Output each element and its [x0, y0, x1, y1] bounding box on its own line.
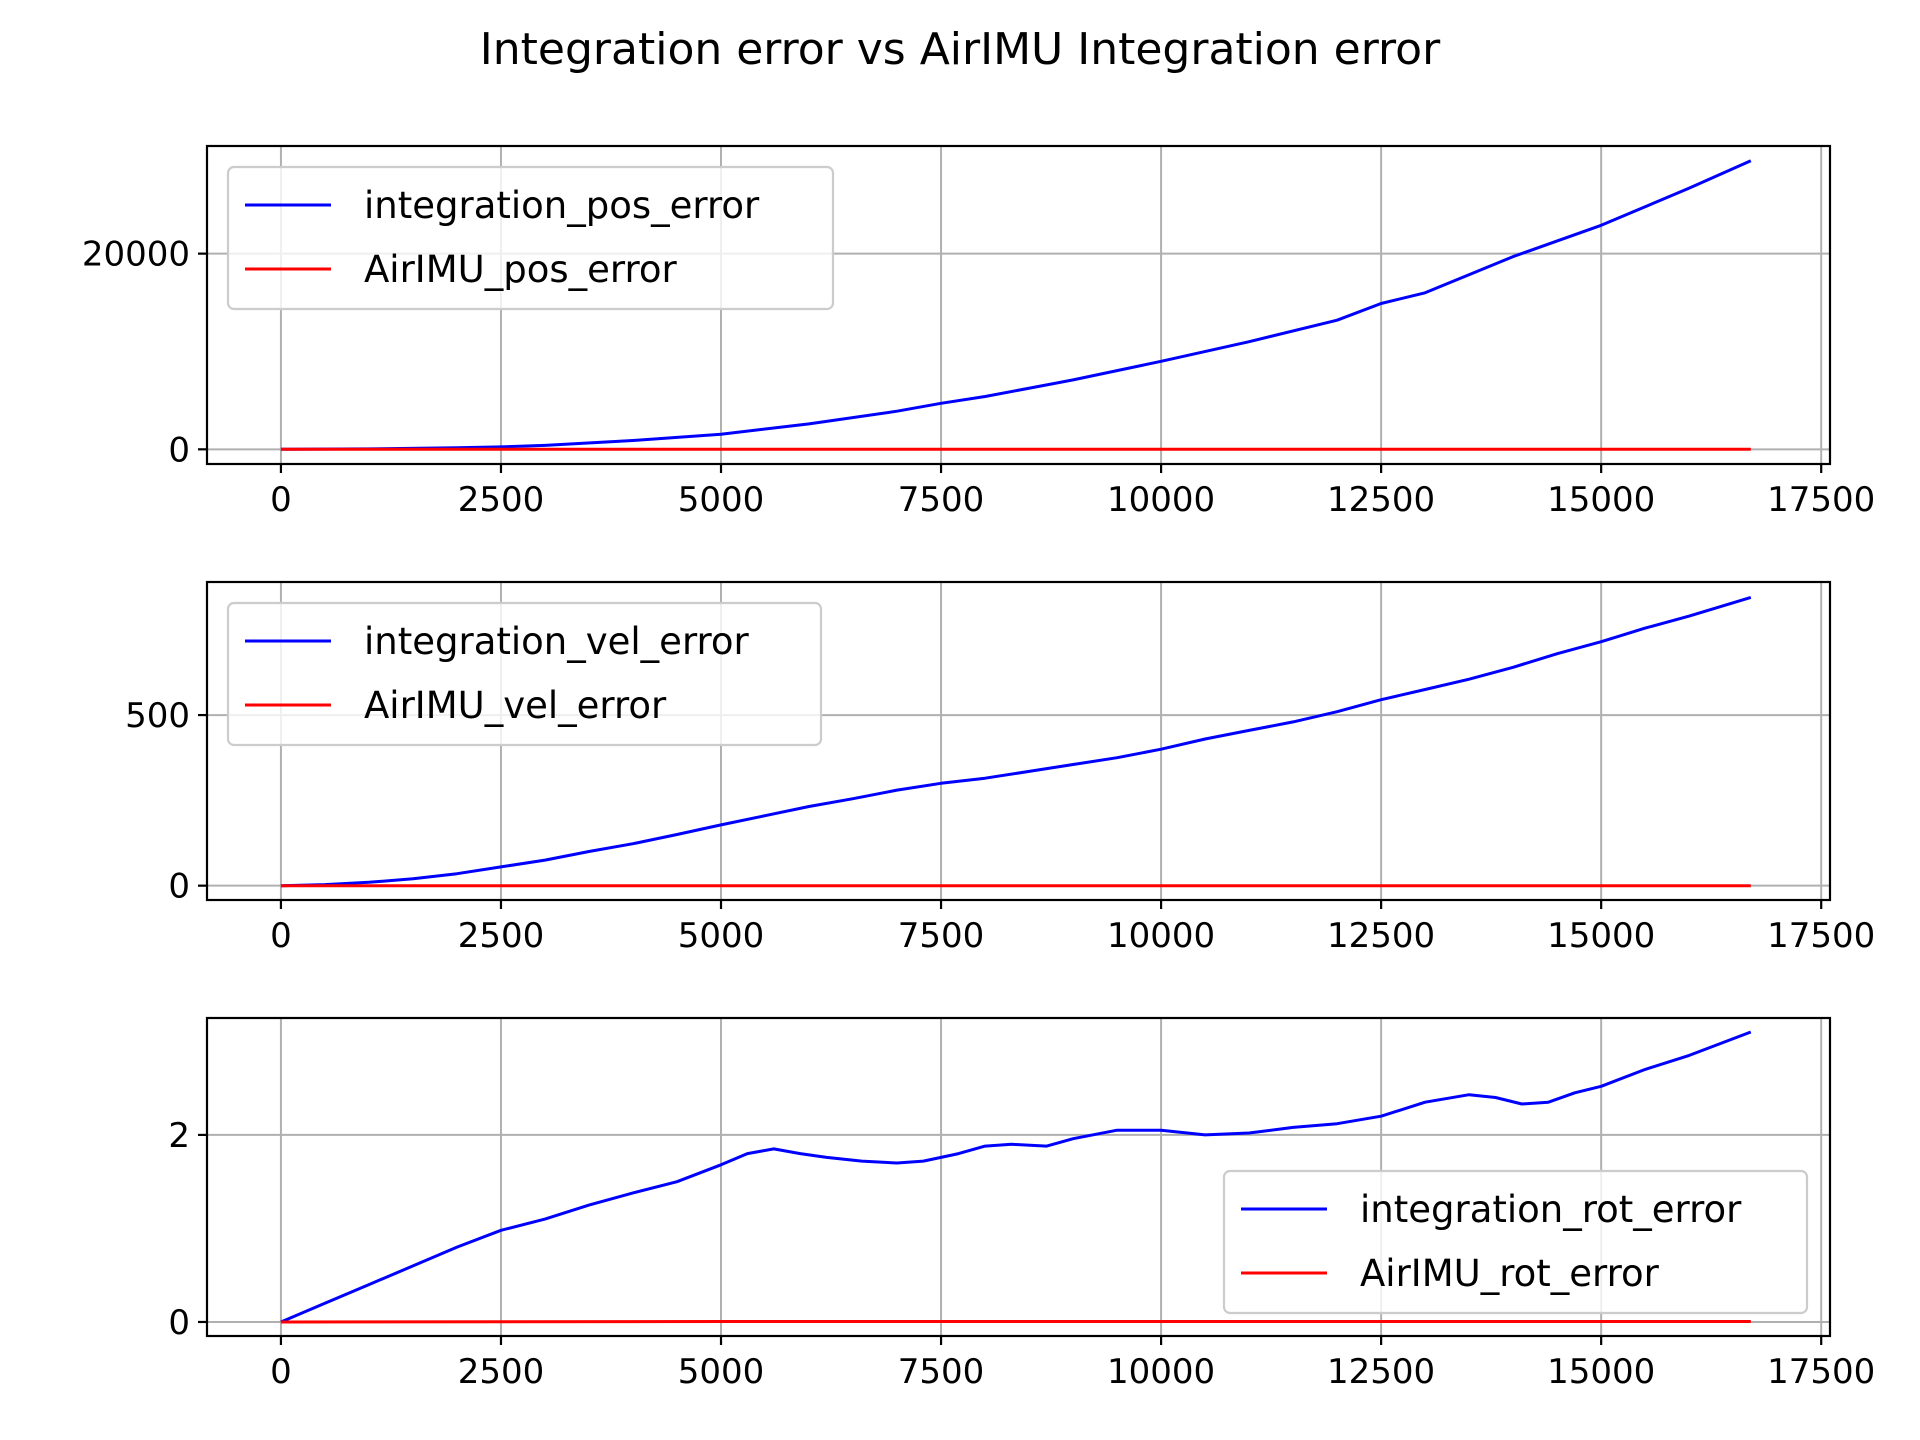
x-tick-label: 10000 [1107, 916, 1215, 956]
legend-frame [226, 601, 823, 747]
x-tick-label: 5000 [678, 1352, 765, 1392]
x-tick-label: 17500 [1767, 1352, 1875, 1392]
legend: integration_pos_error AirIMU_pos_error [226, 165, 835, 311]
x-tick-label: 17500 [1767, 480, 1875, 520]
y-tick-label: 20000 [82, 235, 190, 275]
subplot-2: 0 2500 5000 7500 10000 12500 15000 17500 0 500 int… [125, 580, 1875, 956]
axes-frame [205, 1016, 1832, 1338]
x-tick-label: 5000 [678, 916, 765, 956]
x-tick-label: 12500 [1327, 916, 1435, 956]
x-tick-label: 15000 [1547, 916, 1655, 956]
x-tick-label: 5000 [678, 480, 765, 520]
legend: integration_vel_error AirIMU_vel_error [226, 601, 823, 747]
x-tick-label: 2500 [458, 480, 545, 520]
legend-label: integration_pos_error [364, 184, 760, 227]
y-tick-label: 0 [168, 1303, 190, 1343]
x-tick-label: 7500 [898, 480, 985, 520]
series-line-integration-rot-error [280, 1030, 1752, 1324]
y-tick-label: 2 [168, 1116, 190, 1156]
subplots: 0 2500 5000 7500 10000 12500 15000 17500020000i… [82, 144, 1875, 1392]
x-tick-label: 15000 [1547, 1352, 1655, 1392]
legend-label: AirIMU_pos_error [364, 248, 677, 291]
x-tick-label: 10000 [1107, 480, 1215, 520]
x-tick-label: 2500 [458, 1352, 545, 1392]
axes-frame [205, 144, 1832, 466]
legend-label: AirIMU_rot_error [1360, 1252, 1660, 1295]
x-tick-label: 7500 [898, 1352, 985, 1392]
x-tick-label: 12500 [1327, 1352, 1435, 1392]
legend-label: integration_rot_error [1360, 1188, 1742, 1231]
series-line-AirIMU-rot-error [280, 1320, 1751, 1324]
figure-title: Integration error vs AirIMU Integration … [480, 24, 1441, 75]
series-line-integration-pos-error [280, 159, 1752, 451]
x-tick-label: 12500 [1327, 480, 1435, 520]
x-tick-label: 0 [270, 1352, 292, 1392]
axes-frame [205, 580, 1832, 902]
legend-label: integration_vel_error [364, 620, 750, 663]
x-tick-label: 0 [270, 480, 292, 520]
subplot-3: 0 2500 5000 7500 10000 12500 15000 17500 0 2 integ… [168, 1016, 1875, 1392]
x-tick-label: 2500 [458, 916, 545, 956]
legend-label: AirIMU_vel_error [364, 684, 667, 727]
x-tick-label: 0 [270, 916, 292, 956]
x-tick-label: 10000 [1107, 1352, 1215, 1392]
legend-frame [226, 165, 835, 311]
y-tick-label: 0 [168, 867, 190, 907]
y-tick-label: 500 [125, 696, 190, 736]
subplot-1: 0 2500 5000 7500 10000 12500 15000 17500 0 20000 i… [82, 144, 1875, 520]
x-tick-label: 15000 [1547, 480, 1655, 520]
legend-frame [1222, 1169, 1809, 1315]
x-tick-label: 7500 [898, 916, 985, 956]
x-tick-label: 17500 [1767, 916, 1875, 956]
y-tick-label: 0 [168, 430, 190, 470]
legend: integration_rot_error AirIMU_rot_error [1222, 1169, 1809, 1315]
series-line-integration-vel-error [280, 595, 1752, 888]
